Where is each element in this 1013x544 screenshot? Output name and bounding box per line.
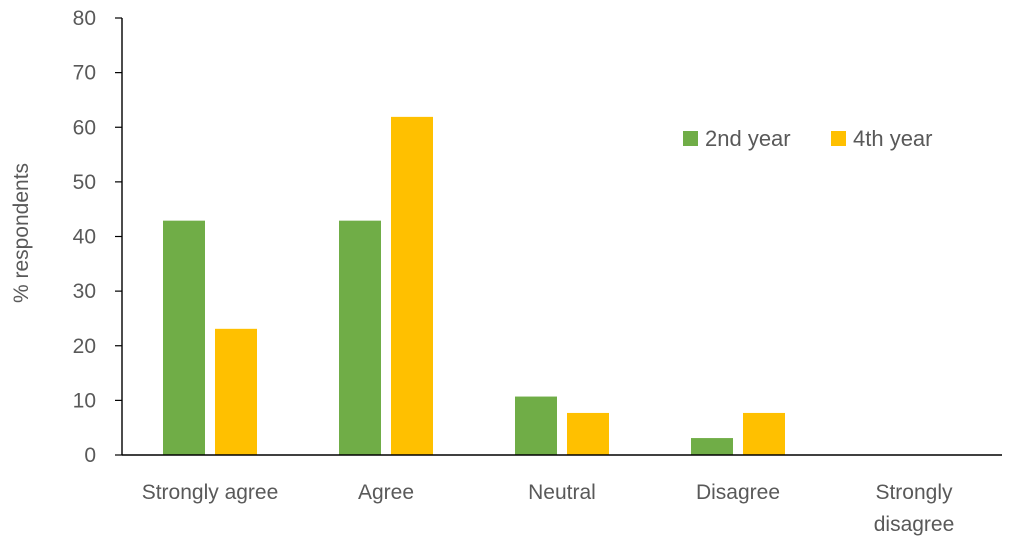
bar-2nd-year-neutral bbox=[515, 396, 557, 455]
legend-swatch bbox=[683, 131, 698, 146]
y-tick-label: 80 bbox=[73, 7, 96, 30]
y-tick-label: 20 bbox=[73, 335, 96, 358]
y-axis-title-group: % respondents bbox=[10, 163, 33, 303]
bars bbox=[163, 116, 785, 455]
x-category-label: Strongly disagree bbox=[874, 481, 955, 536]
bar-4th-year-disagree bbox=[743, 412, 785, 455]
x-category-label: Strongly agree bbox=[142, 481, 279, 504]
y-tick-label: 60 bbox=[73, 116, 96, 139]
y-tick-label: 10 bbox=[73, 389, 96, 412]
bar-4th-year-strongly-agree bbox=[215, 328, 257, 455]
x-category-label: Disagree bbox=[696, 481, 780, 504]
y-tick-label: 0 bbox=[84, 444, 96, 467]
y-tick-label: 40 bbox=[73, 226, 96, 249]
legend-label: 2nd year bbox=[705, 126, 791, 151]
y-axis-title: % respondents bbox=[10, 163, 33, 303]
bar-2nd-year-agree bbox=[339, 220, 381, 455]
bar-4th-year-agree bbox=[391, 116, 433, 455]
x-category-label-line: Strongly bbox=[875, 481, 953, 504]
x-category-label-line: Neutral bbox=[528, 481, 596, 504]
legend-label: 4th year bbox=[853, 126, 933, 151]
x-axis-labels: Strongly agree Agree Neutral Disagree Strong… bbox=[142, 481, 955, 536]
x-category-label-line: Agree bbox=[358, 481, 414, 504]
legend: 2nd year 4th year bbox=[683, 126, 933, 151]
y-tick-label: 70 bbox=[73, 62, 96, 85]
x-category-label-line: Strongly agree bbox=[142, 481, 279, 504]
bar-2nd-year-strongly-agree bbox=[163, 220, 205, 455]
bar-4th-year-neutral bbox=[567, 412, 609, 455]
axes bbox=[121, 18, 1002, 456]
legend-swatch bbox=[831, 131, 846, 146]
y-tick-label: 50 bbox=[73, 171, 96, 194]
y-axis-ticks: 0 10 20 30 40 50 60 70 80 bbox=[73, 7, 122, 467]
y-tick-label: 30 bbox=[73, 280, 96, 303]
x-category-label-line: Disagree bbox=[696, 481, 780, 504]
bar-2nd-year-disagree bbox=[691, 438, 733, 455]
x-category-label-line: disagree bbox=[874, 513, 955, 536]
x-category-label: Agree bbox=[358, 481, 414, 504]
x-category-label: Neutral bbox=[528, 481, 596, 504]
